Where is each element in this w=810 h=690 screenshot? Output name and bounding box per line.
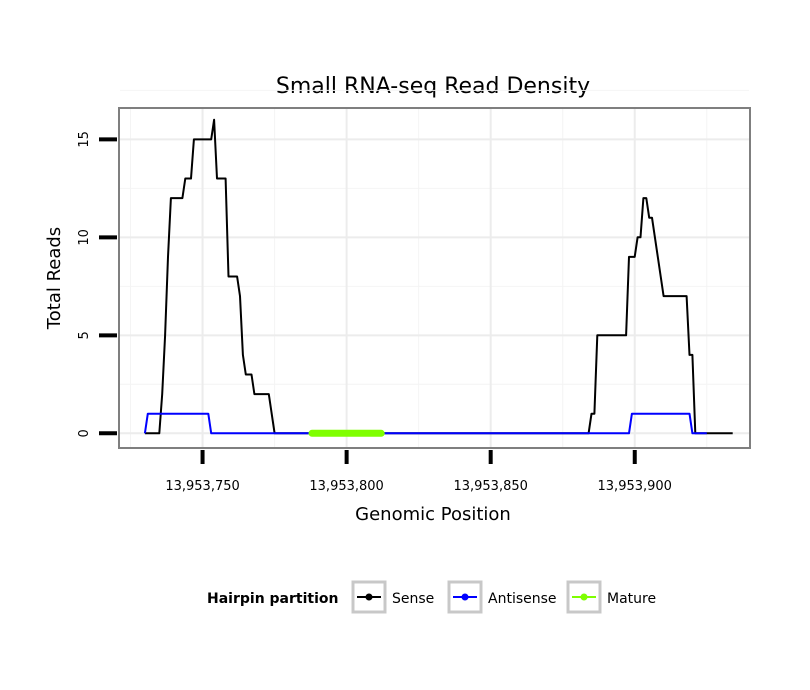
y-axis-title: Total Reads	[44, 227, 65, 330]
y-tick-label-0: 0	[77, 429, 92, 437]
legend-title: Hairpin partition	[207, 591, 338, 607]
legend-item-mature: Mature	[566, 580, 656, 614]
x-tick-label-1: 13,953,800	[309, 479, 383, 494]
chart-title: Small RNA-seq Read Density	[276, 74, 590, 99]
legend-dot-mature	[580, 593, 588, 601]
series-line-antisense	[143, 412, 707, 435]
legend-label-antisense: Antisense	[488, 591, 557, 607]
legend-label-sense: Sense	[392, 591, 434, 607]
x-tick-label-3: 13,953,900	[598, 479, 672, 494]
legend-dot-sense	[365, 593, 373, 601]
y-tick-label-3: 15	[77, 131, 92, 148]
legend: Hairpin partition Sense Antisense Mature	[207, 580, 656, 614]
legend-dot-antisense	[461, 593, 469, 601]
legend-item-sense: Sense	[351, 580, 434, 614]
y-tick-label-1: 5	[77, 331, 92, 339]
x-axis: 13,953,750 13,953,800 13,953,850 13,953,900	[165, 450, 672, 494]
x-tick-label-0: 13,953,750	[165, 479, 239, 494]
plot-panel	[118, 107, 751, 449]
x-axis-title: Genomic Position	[355, 504, 511, 525]
y-axis: 0 5 10 15	[77, 131, 117, 437]
x-tick-label-2: 13,953,850	[453, 479, 527, 494]
legend-label-mature: Mature	[607, 591, 656, 607]
series-layer	[143, 118, 733, 437]
y-tick-label-2: 10	[77, 229, 92, 246]
legend-item-antisense: Antisense	[447, 580, 557, 614]
